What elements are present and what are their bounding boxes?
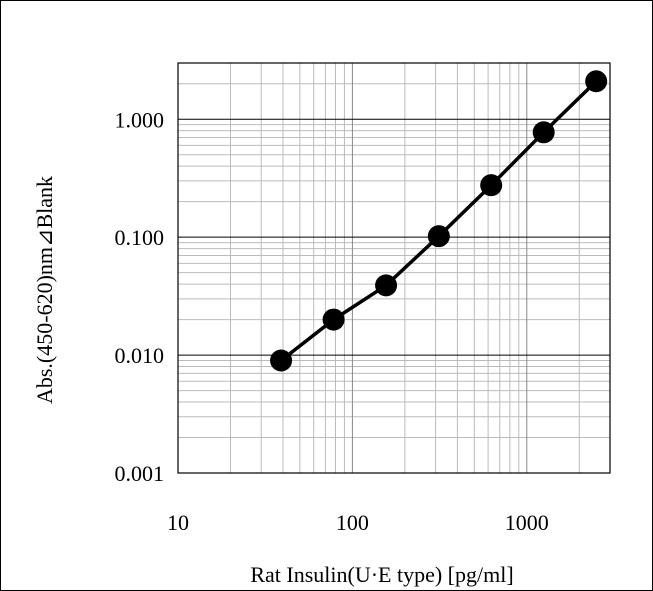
data-point <box>270 349 293 372</box>
y-tick-label: 0.001 <box>115 461 165 486</box>
series-markers <box>270 70 608 372</box>
data-point <box>375 274 398 297</box>
data-point <box>585 70 608 93</box>
grid-minor-lines <box>178 62 611 473</box>
x-tick-labels: 10 100 1000 <box>167 510 549 535</box>
x-tick-label: 10 <box>167 510 189 535</box>
data-point <box>532 121 555 144</box>
data-point <box>322 308 345 331</box>
y-tick-labels: 0.001 0.010 0.100 1.000 <box>115 107 165 486</box>
x-tick-label: 1000 <box>505 510 549 535</box>
x-tick-label: 100 <box>336 510 369 535</box>
y-axis-title: Abs.(450-620)nm⊿Blank <box>32 176 57 404</box>
x-axis-title: Rat Insulin(U·E type) [pg/ml] <box>250 562 513 587</box>
plot-area-border <box>177 62 611 474</box>
data-point <box>480 174 503 197</box>
y-tick-label: 0.010 <box>115 343 165 368</box>
y-tick-label: 0.100 <box>115 225 165 250</box>
data-point <box>427 225 450 248</box>
y-tick-label: 1.000 <box>115 107 165 132</box>
